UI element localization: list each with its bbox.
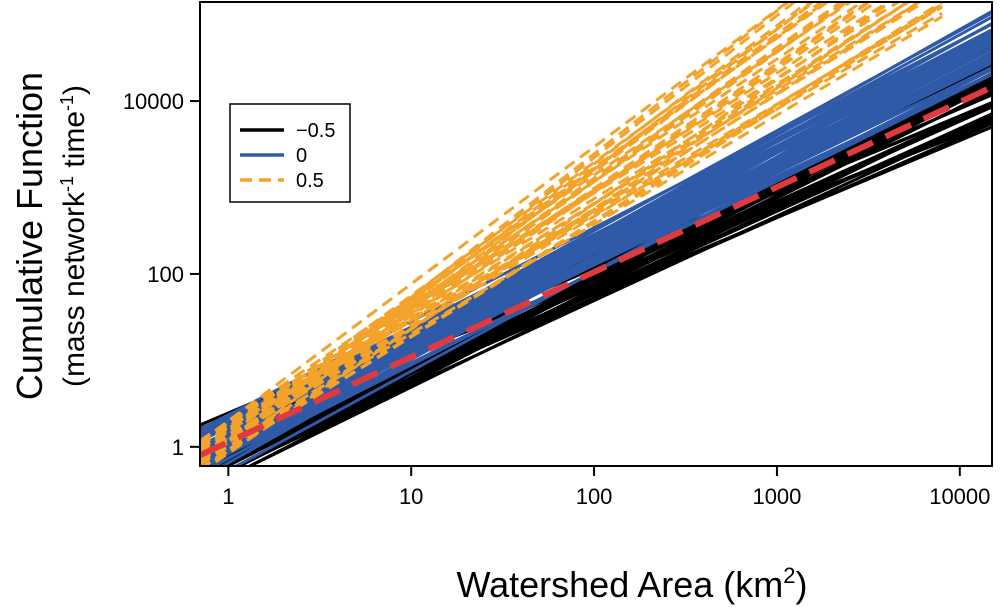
series-line-zero xyxy=(200,57,992,466)
series-line-neg xyxy=(233,115,992,466)
series-line-zero xyxy=(200,22,992,431)
x-tick-label: 100 xyxy=(576,484,613,509)
y-axis-title-line2: (mass network-1 time-1) xyxy=(57,85,91,387)
series-line-pos xyxy=(200,2,911,466)
series-line-pos xyxy=(200,15,943,461)
x-tick-label: 1 xyxy=(222,484,234,509)
x-axis-title: Watershed Area (km2) xyxy=(456,563,807,605)
x-tick-label: 1000 xyxy=(752,484,801,509)
plot-frame xyxy=(199,1,993,467)
series-line-pos xyxy=(200,2,830,454)
legend: −0.5 0 0.5 xyxy=(229,103,351,203)
x-tick-label: 10 xyxy=(399,484,423,509)
series-line-pos xyxy=(200,2,922,451)
legend-box xyxy=(229,103,351,203)
series-line-zero xyxy=(211,37,992,466)
series-line-pos xyxy=(200,2,911,448)
x-axis: 1 10 100 1000 10000 xyxy=(222,466,990,509)
series-line-pos xyxy=(200,2,891,444)
y-axis: 1 100 10000 xyxy=(123,89,200,460)
x-tick-label: 10000 xyxy=(929,484,990,509)
series-line-pos xyxy=(200,2,873,463)
series-line-pos xyxy=(200,2,923,466)
series-line-pos xyxy=(200,2,797,466)
series-line-pos xyxy=(200,2,791,444)
y-tick-label: 100 xyxy=(147,262,184,287)
series-line-pos xyxy=(205,2,815,466)
legend-label-zero: 0 xyxy=(296,145,307,167)
series-lines xyxy=(200,2,992,466)
series-line-pos xyxy=(200,2,853,443)
series-line-pos xyxy=(200,2,817,451)
series-line-pos xyxy=(200,2,912,457)
y-axis-title-line1: Cumulative Function xyxy=(9,72,50,400)
legend-label-pos: 0.5 xyxy=(296,170,324,192)
series-line-pos xyxy=(200,2,848,464)
series-line-pos xyxy=(200,2,879,460)
series-line-pos xyxy=(200,2,943,458)
y-tick-label: 10000 xyxy=(123,89,184,114)
legend-label-neg: −0.5 xyxy=(296,120,335,142)
series-line-neg xyxy=(246,83,992,466)
y-tick-label: 1 xyxy=(172,435,184,460)
series-line-mean xyxy=(200,84,992,458)
